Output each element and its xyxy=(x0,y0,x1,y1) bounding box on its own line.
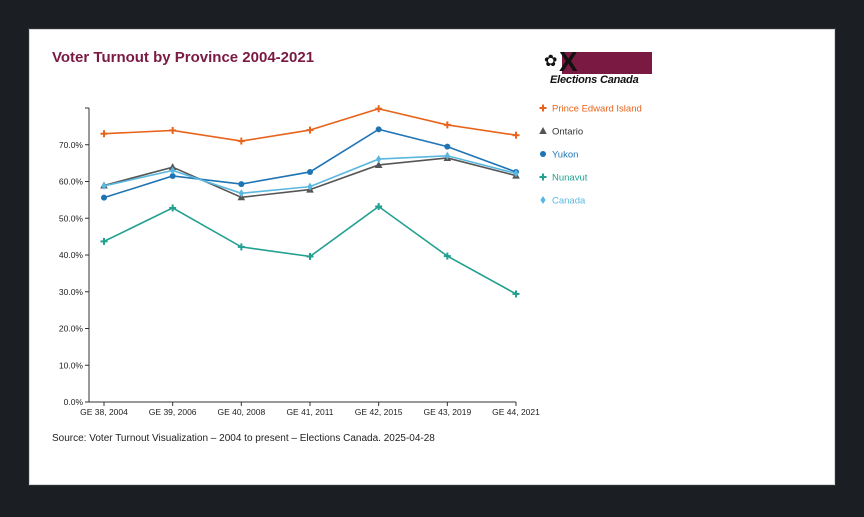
data-point-canada xyxy=(513,169,519,178)
y-tick-label: 60.0% xyxy=(59,177,84,187)
source-note: Source: Voter Turnout Visualization – 20… xyxy=(52,433,435,444)
line-chart: 0.0% 10.0% 20.0% 30.0% 40.0% 50.0% 60.0% 70.0% G… xyxy=(59,104,642,418)
data-point-canada xyxy=(170,166,176,175)
legend-marker-prince-edward-island xyxy=(539,104,547,112)
y-tick-label: 30.0% xyxy=(59,287,84,297)
legend-marker-yukon xyxy=(540,151,546,157)
data-point-nunavut xyxy=(169,204,177,212)
maple-leaf-icon: ✿ xyxy=(544,53,558,70)
x-tick-label: GE 38, 2004 xyxy=(80,407,128,417)
x-tick-label: GE 41, 2011 xyxy=(286,407,333,417)
data-point-yukon xyxy=(238,181,245,188)
y-tick-label: 0.0% xyxy=(64,397,84,407)
x-tick-label: GE 42, 2015 xyxy=(355,407,403,417)
data-point-prince-edward-island xyxy=(375,105,383,113)
data-point-prince-edward-island xyxy=(443,121,451,129)
data-point-nunavut xyxy=(100,237,108,245)
data-point-nunavut xyxy=(512,290,520,298)
data-point-prince-edward-island xyxy=(100,130,108,138)
elections-canada-logo: ✿ X Elections Canada xyxy=(544,46,654,90)
legend-label-yukon: Yukon xyxy=(552,150,578,161)
data-point-prince-edward-island xyxy=(306,126,314,134)
x-tick-label: GE 43, 2019 xyxy=(423,407,471,417)
y-tick-label: 40.0% xyxy=(59,250,84,260)
data-point-prince-edward-island xyxy=(512,131,520,139)
data-point-yukon xyxy=(101,194,107,201)
data-point-yukon xyxy=(375,126,382,133)
legend-label-prince-edward-island: Prince Edward Island xyxy=(552,104,642,115)
chart-title: Voter Turnout by Province 2004-2021 xyxy=(52,49,315,66)
legend-label-canada: Canada xyxy=(552,196,586,207)
y-tick-label: 20.0% xyxy=(59,324,84,334)
legend-label-ontario: Ontario xyxy=(552,127,583,138)
legend-marker-nunavut xyxy=(539,173,547,181)
x-tick-label: GE 40, 2008 xyxy=(217,407,265,417)
data-point-nunavut xyxy=(375,202,383,210)
data-point-canada xyxy=(101,181,107,190)
logo-x-mark: X xyxy=(559,46,578,77)
data-point-canada xyxy=(307,182,313,191)
x-tick-label: GE 44, 2021 xyxy=(492,407,540,417)
y-tick-label: 70.0% xyxy=(59,140,84,150)
legend-label-nunavut: Nunavut xyxy=(552,173,588,184)
data-point-prince-edward-island xyxy=(237,137,245,145)
x-tick-label: GE 39, 2006 xyxy=(149,407,197,417)
data-point-nunavut xyxy=(443,252,451,260)
data-point-nunavut xyxy=(237,243,245,251)
chart-panel: Voter Turnout by Province 2004-2021 ✿ X … xyxy=(29,29,835,485)
series-line-prince-edward-island xyxy=(103,107,517,142)
data-point-yukon xyxy=(169,172,176,179)
data-point-canada xyxy=(238,189,244,198)
logo-text: Elections Canada xyxy=(550,74,639,86)
series-line-nunavut xyxy=(103,205,517,295)
y-tick-label: 10.0% xyxy=(59,360,84,370)
data-point-yukon xyxy=(307,168,313,175)
data-point-canada xyxy=(376,155,382,164)
y-tick-label: 50.0% xyxy=(59,213,84,223)
legend-marker-canada xyxy=(540,196,546,204)
logo-bar xyxy=(562,52,652,74)
data-point-ontario xyxy=(374,160,383,168)
legend-marker-ontario xyxy=(539,127,547,134)
data-point-canada xyxy=(444,151,450,160)
data-point-nunavut xyxy=(306,252,314,260)
data-point-yukon xyxy=(444,143,451,150)
data-point-prince-edward-island xyxy=(169,126,177,134)
